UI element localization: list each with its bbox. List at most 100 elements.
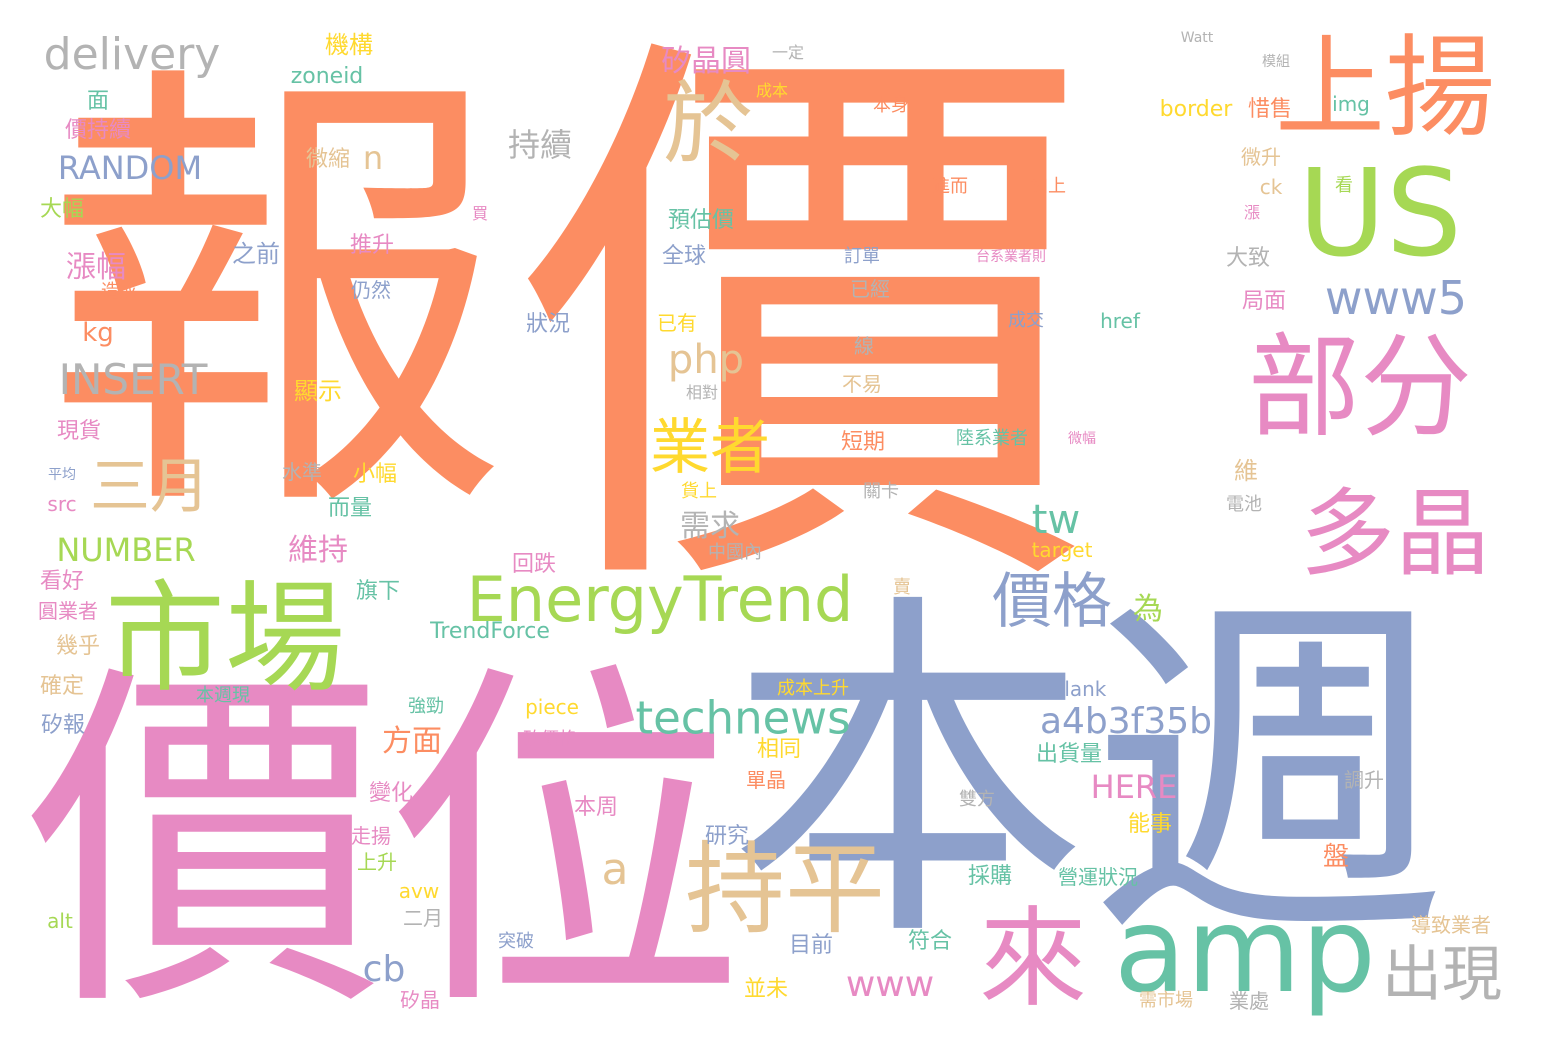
word-blank: blank xyxy=(1051,677,1107,701)
word-kg: kg xyxy=(82,318,114,348)
word-duanqi: 短期 xyxy=(840,430,886,455)
word-a: a xyxy=(601,844,629,895)
word-shichang: 市場 xyxy=(105,570,345,709)
word-eryue: 二月 xyxy=(403,906,443,930)
word-href: href xyxy=(1100,309,1140,333)
word-guijing: 矽晶 xyxy=(400,988,440,1012)
word-sanyue: 三月 xyxy=(90,452,210,522)
word-chixu: 持續 xyxy=(507,126,573,164)
word-xianshi: 顯示 xyxy=(294,377,342,405)
word-yu: 於 xyxy=(663,72,753,177)
word-yanjiu: 研究 xyxy=(704,824,750,849)
word-zhiqian: 之前 xyxy=(232,240,280,268)
word-guijingyuan: 矽晶圓 xyxy=(661,44,751,79)
word-nengshi: 能事 xyxy=(1127,812,1173,837)
word-yingyunzhuangkuang: 營運狀況 xyxy=(1058,865,1138,889)
word-yiyou: 已有 xyxy=(657,311,697,335)
word-yezhe: 業者 xyxy=(650,413,770,483)
word-bufen: 部分 xyxy=(1248,323,1472,453)
word-zouyang: 走揚 xyxy=(351,824,391,848)
word-benshen: 本身 xyxy=(873,95,909,116)
word-benzhou2: 本周 xyxy=(573,795,619,820)
word-buyi: 不易 xyxy=(842,372,882,396)
word-chuhuoliang: 出貨量 xyxy=(1035,742,1103,767)
word-shangsheng: 上升 xyxy=(357,850,397,874)
word-yechu: 業處 xyxy=(1229,989,1269,1013)
word-zoneid: zoneid xyxy=(290,64,364,89)
word-src: src xyxy=(47,492,77,516)
word-jiner: 進而 xyxy=(932,176,968,197)
word-jigou: 機構 xyxy=(325,31,373,59)
word-lai: 來 xyxy=(978,897,1088,1022)
word-shuizhun: 水準 xyxy=(282,460,322,484)
word-fangmian: 方面 xyxy=(382,724,442,759)
word-random: RANDOM xyxy=(57,149,203,187)
word-here: HERE xyxy=(1090,768,1178,806)
word-border: border xyxy=(1159,97,1233,122)
word-mian: 面 xyxy=(86,89,110,114)
word-rengran: 仍然 xyxy=(351,278,391,302)
word-guijiage: 矽價格 xyxy=(523,729,577,750)
word-kan: 看 xyxy=(1335,175,1353,196)
word-amp: amp xyxy=(1113,881,1377,1019)
word-chengbenshangsheng: 成本上升 xyxy=(777,678,849,699)
word-weisuo: 微縮 xyxy=(305,147,351,172)
word-delivery: delivery xyxy=(43,29,221,80)
word-chiping: 持平 xyxy=(685,831,885,948)
word-huoshang: 貨上 xyxy=(681,481,717,502)
word-danjing: 單晶 xyxy=(746,768,786,792)
word-dingdan: 訂單 xyxy=(844,246,880,267)
word-xianhuo: 現貨 xyxy=(56,419,102,444)
word-erliang: 而量 xyxy=(327,496,373,521)
word-luxiyezhe: 陸系業者 xyxy=(956,428,1028,449)
word-shangyang: 上揚 xyxy=(1275,24,1495,152)
word-quanqiu: 全球 xyxy=(661,244,707,269)
word-zhongguonei: 中國內 xyxy=(708,542,762,563)
word-yuanyezhe: 圓業者 xyxy=(38,599,98,623)
word-yiding: 一定 xyxy=(771,43,805,62)
word-duojing: 多晶 xyxy=(1299,479,1491,590)
word-wei-maintain: 維 xyxy=(1234,457,1258,485)
word-bianhua: 變化 xyxy=(368,781,414,806)
word-weisheng: 微升 xyxy=(1241,145,1281,169)
word-jia: 價 xyxy=(517,0,1093,660)
word-bingwei: 並未 xyxy=(743,977,789,1002)
word-guibao: 矽報 xyxy=(40,713,86,738)
word-tw: tw xyxy=(1031,497,1081,543)
word-caigou: 採購 xyxy=(967,864,1013,889)
word-xiaofu: 小幅 xyxy=(352,462,398,487)
word-huidie: 回跌 xyxy=(511,552,557,577)
word-watt: Watt xyxy=(1180,30,1214,46)
word-chengben: 成本 xyxy=(755,81,789,100)
word-technews: technews xyxy=(635,691,851,745)
word-zhang: 漲 xyxy=(1243,203,1261,222)
word-qixia: 旗下 xyxy=(355,579,401,604)
word-chuxian: 出現 xyxy=(1382,940,1502,1010)
word-shuangfang: 雙方 xyxy=(959,789,995,810)
word-xiangtong: 相同 xyxy=(756,737,802,762)
word-muqian: 目前 xyxy=(788,933,834,958)
word-wei: 為 xyxy=(1133,592,1163,627)
word-dafu: 大幅 xyxy=(39,197,85,222)
word-trendforce: TrendForce xyxy=(430,619,550,644)
word-n: n xyxy=(362,139,384,177)
word-xuqiu: 需求 xyxy=(680,509,740,544)
word-mai-buy: 買 xyxy=(471,204,489,223)
word-insert: INSERT xyxy=(58,355,208,404)
word-yijing: 已經 xyxy=(850,277,890,301)
word-xiangdui: 相對 xyxy=(685,383,719,402)
word-tuisheng: 推升 xyxy=(349,233,395,258)
word-qiangjing: 強勁 xyxy=(408,696,444,717)
word-fuhe: 符合 xyxy=(907,929,953,954)
word-img: img xyxy=(1332,92,1370,116)
word-a4b3f35b: a4b3f35b xyxy=(1039,701,1213,742)
word-jiachixu: 價持續 xyxy=(64,118,132,143)
word-weifu: 微幅 xyxy=(1068,431,1096,447)
word-dianchi: 電池 xyxy=(1226,494,1262,515)
word-ck: ck xyxy=(1259,175,1283,199)
word-zhangfu: 漲幅 xyxy=(66,250,126,285)
word-mai-sell: 賣 xyxy=(893,577,911,598)
word-benzhou: 本週 xyxy=(728,565,1448,984)
word-alt: alt xyxy=(47,909,73,933)
